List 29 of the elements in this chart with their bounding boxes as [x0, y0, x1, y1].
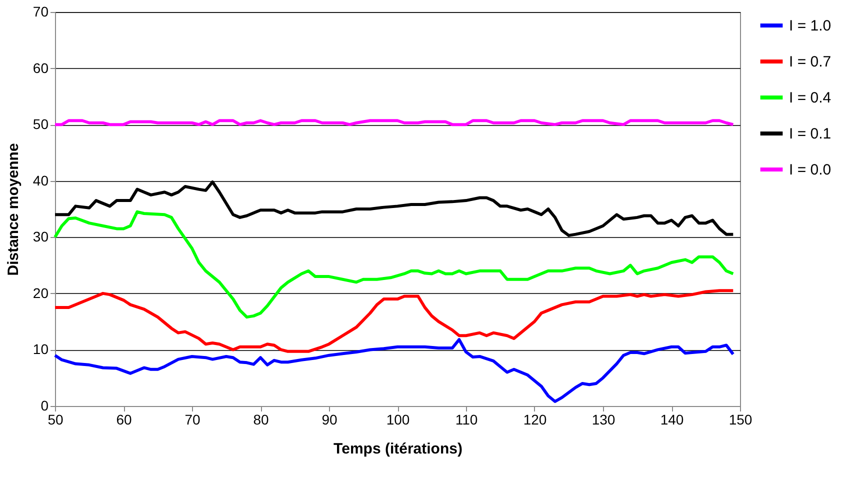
- legend-label: I = 0.0: [789, 162, 832, 178]
- legend-label: I = 1.0: [789, 18, 832, 34]
- y-tick-label: 40: [32, 172, 49, 188]
- x-tick-label: 50: [48, 412, 64, 428]
- legend-label: I = 0.1: [789, 126, 832, 142]
- y-tick-label: 50: [32, 116, 49, 132]
- x-tick-label: 90: [322, 412, 338, 428]
- legend-label: I = 0.4: [789, 90, 832, 106]
- y-tick-label: 20: [32, 284, 49, 301]
- x-tick-label: 110: [455, 412, 478, 428]
- y-tick-label: 0: [40, 398, 49, 414]
- line-series: [54, 210, 735, 319]
- y-tick-label: 30: [32, 228, 49, 245]
- x-tick-label: 60: [116, 412, 132, 428]
- x-tick-label: 130: [592, 412, 616, 428]
- line-series: [54, 289, 735, 353]
- line-series: [54, 338, 735, 403]
- y-tick-label: 70: [32, 4, 49, 20]
- x-tick-label: 140: [660, 412, 684, 428]
- x-tick-label: 70: [184, 412, 200, 428]
- x-tick-label: 100: [386, 412, 410, 428]
- x-tick-label: 80: [253, 412, 269, 428]
- x-axis-title: Temps (itérations): [334, 440, 462, 458]
- legend-label: I = 0.7: [789, 54, 832, 70]
- y-tick-label: 60: [32, 60, 49, 76]
- x-tick-label: 150: [728, 412, 752, 428]
- y-tick-label: 10: [32, 341, 49, 358]
- y-axis-title: Distance moyenne: [4, 143, 22, 276]
- x-tick-label: 120: [523, 412, 547, 428]
